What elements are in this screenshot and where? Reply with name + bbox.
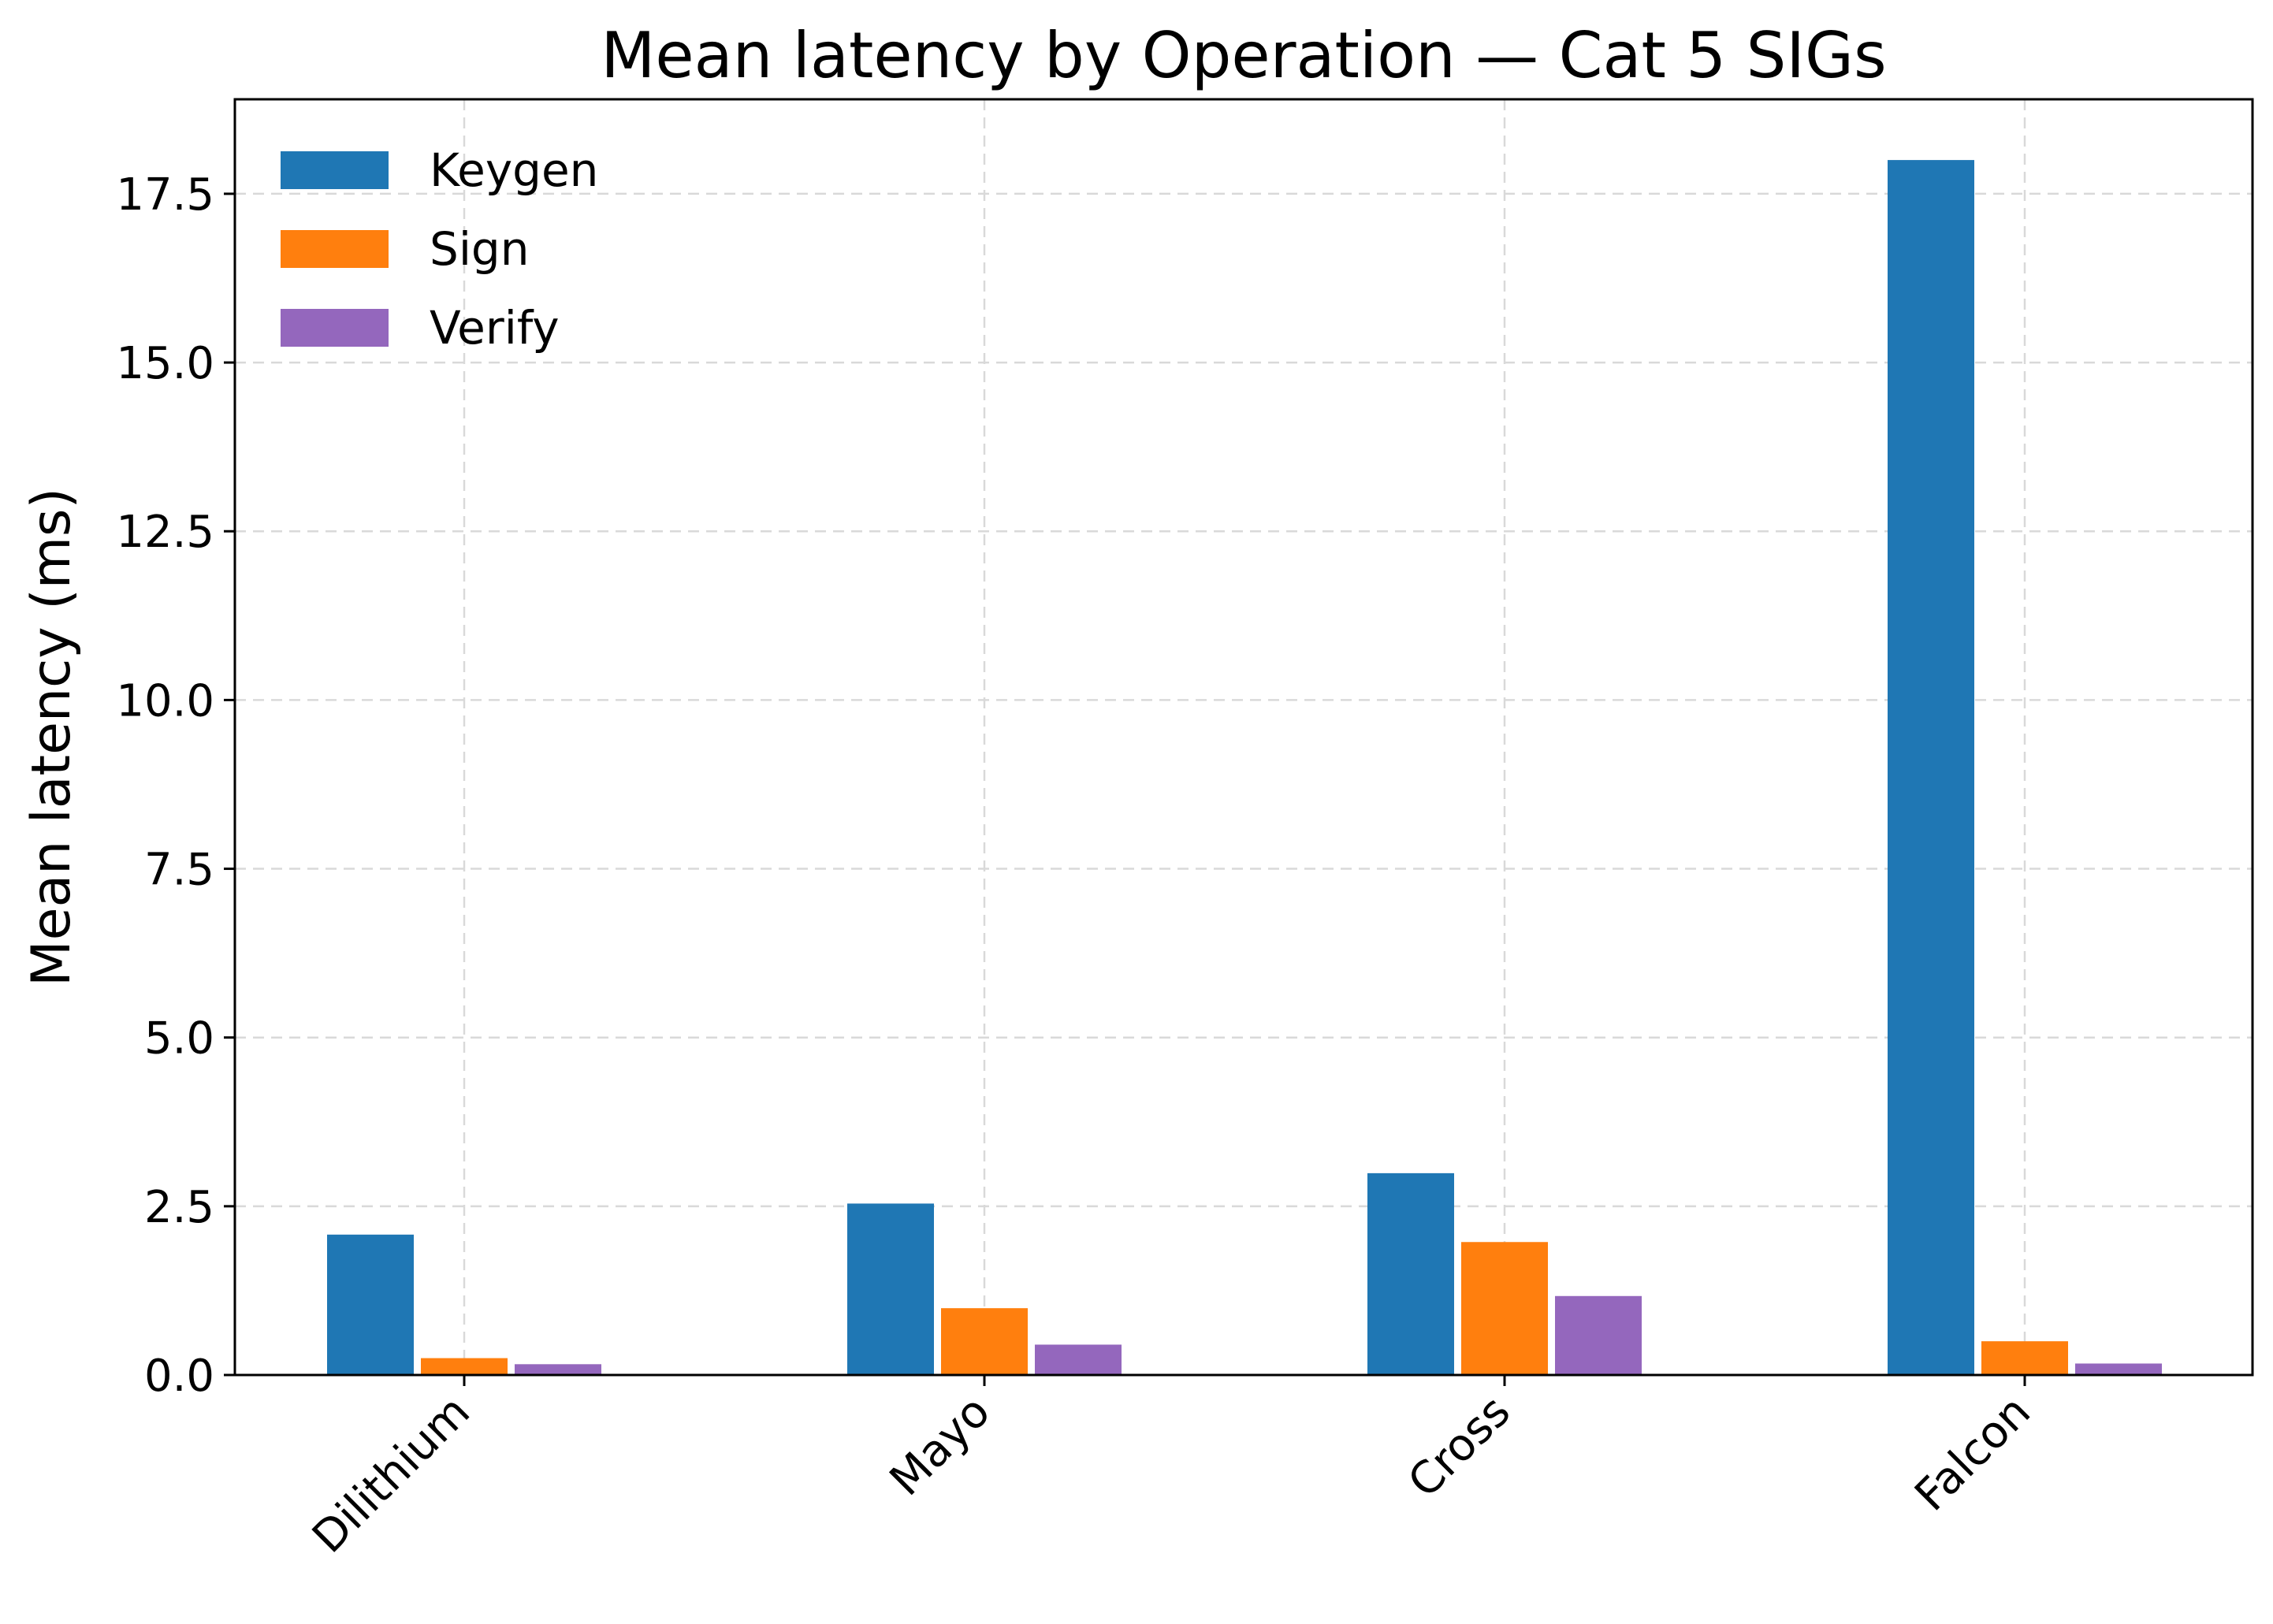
y-axis-label: Mean latency (ms)	[20, 488, 83, 987]
bar-verify-dilithium	[515, 1364, 601, 1375]
legend: Keygen Sign Verify	[281, 143, 598, 355]
y-tick-label: 5.0	[144, 1013, 214, 1065]
bar-keygen-mayo	[847, 1203, 934, 1375]
legend-label-keygen: Keygen	[430, 143, 598, 197]
bar-verify-cross	[1555, 1295, 1642, 1375]
y-tick-label: 10.0	[116, 675, 214, 727]
y-tick-label: 17.5	[116, 169, 214, 221]
y-tick-label: 7.5	[144, 845, 214, 896]
bar-keygen-cross	[1367, 1172, 1454, 1375]
bars	[327, 160, 2162, 1376]
bar-sign-falcon	[1981, 1341, 2068, 1375]
chart-title: Mean latency by Operation — Cat 5 SIGs	[601, 19, 1886, 92]
bar-keygen-falcon	[1888, 160, 1974, 1376]
legend-label-sign: Sign	[430, 222, 530, 276]
legend-swatch-keygen	[281, 151, 389, 189]
legend-label-verify: Verify	[430, 301, 560, 355]
y-tick-label: 0.0	[144, 1351, 214, 1402]
bar-verify-mayo	[1035, 1344, 1122, 1375]
y-axis-ticks: 0.0 2.5 5.0 7.5 10.0 12.5 15.0 17.5	[116, 169, 235, 1402]
bar-sign-dilithium	[421, 1358, 508, 1375]
y-tick-label: 2.5	[144, 1182, 214, 1233]
bar-verify-falcon	[2075, 1363, 2162, 1375]
plot-frame	[233, 98, 2254, 1377]
bar-sign-mayo	[941, 1308, 1028, 1375]
bar-sign-cross	[1461, 1242, 1548, 1375]
legend-swatch-sign	[281, 230, 389, 268]
y-tick-label: 12.5	[116, 507, 214, 558]
y-tick-label: 15.0	[116, 338, 214, 389]
legend-swatch-verify	[281, 309, 389, 347]
bar-keygen-dilithium	[327, 1234, 414, 1375]
